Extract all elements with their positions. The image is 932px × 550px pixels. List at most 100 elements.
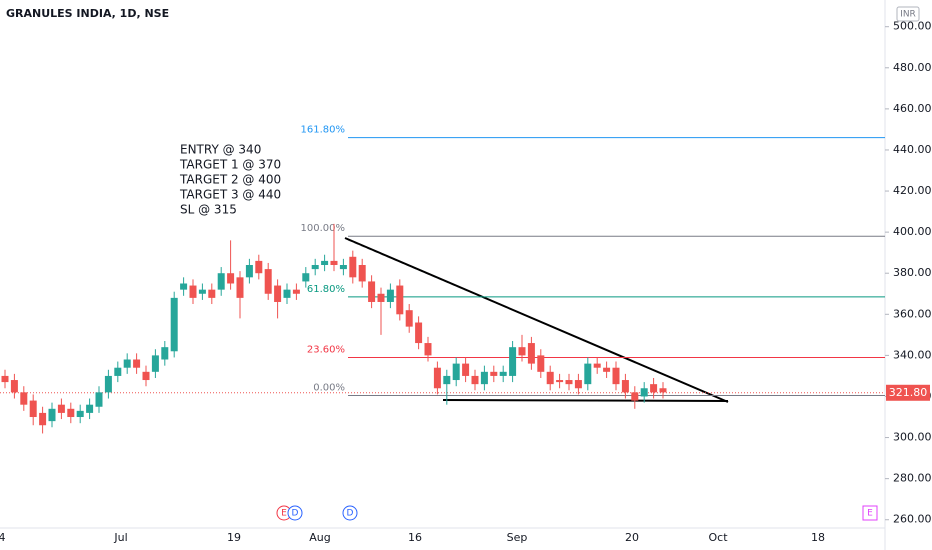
trend-line-lower <box>442 399 729 402</box>
candle-body <box>208 289 216 298</box>
candle-body <box>86 404 94 413</box>
last-price-label: 321.80 <box>889 386 928 399</box>
candle-body <box>546 371 554 385</box>
candle-body <box>471 375 479 385</box>
y-tick-label: 480.00 <box>893 61 932 74</box>
fib-label: 100.00% <box>301 223 346 234</box>
candle-body <box>405 310 413 327</box>
fib-label: 161.80% <box>301 125 346 136</box>
candle-body <box>349 256 357 278</box>
y-tick-label: 280.00 <box>893 472 932 485</box>
x-tick-label: Jul <box>113 531 127 544</box>
candle-body <box>509 347 517 376</box>
candle-body <box>151 355 159 372</box>
candle-body <box>57 404 65 413</box>
note-line: SL @ 315 <box>180 203 237 217</box>
event-icon[interactable] <box>862 505 878 521</box>
candle-body <box>1 375 9 383</box>
y-tick-label: 360.00 <box>893 307 932 320</box>
fib-label: 61.80% <box>307 284 345 295</box>
last-price-badge <box>886 384 930 401</box>
candle-body <box>377 293 385 302</box>
note-line: ENTRY @ 340 <box>180 143 261 157</box>
candle-body <box>659 388 667 393</box>
y-tick-label: 340.00 <box>893 348 932 361</box>
candle-body <box>368 281 376 302</box>
event-icon[interactable] <box>287 505 303 521</box>
candle-body <box>104 375 112 393</box>
x-tick-label: 16 <box>408 531 422 544</box>
candle-body <box>462 363 470 376</box>
candle-body <box>452 363 460 381</box>
candle-body <box>480 371 488 385</box>
note-line: TARGET 3 @ 440 <box>179 188 281 202</box>
candle-body <box>302 273 310 282</box>
note-line: TARGET 1 @ 370 <box>179 158 281 172</box>
event-icon[interactable] <box>342 505 358 521</box>
candle-body <box>612 367 620 385</box>
trend-line-upper <box>344 237 729 403</box>
candle-body <box>490 371 498 376</box>
candle-body <box>10 380 18 393</box>
candle-body <box>255 260 263 274</box>
candle-body <box>264 269 272 294</box>
candle-body <box>584 363 592 385</box>
candle-body <box>518 347 526 356</box>
candle-body <box>142 371 150 381</box>
candle-body <box>339 265 347 270</box>
candle-body <box>631 392 639 401</box>
candle-body <box>180 283 188 290</box>
y-tick-label: 500.00 <box>893 20 932 33</box>
event-label: D <box>292 509 299 519</box>
candle-body <box>114 367 122 376</box>
candle-body <box>227 273 235 284</box>
candle-body <box>527 343 535 364</box>
currency-button[interactable] <box>896 6 920 22</box>
candle-body <box>650 384 658 393</box>
candle-body <box>321 260 329 265</box>
candle-body <box>311 265 319 270</box>
candle-body <box>537 355 545 372</box>
y-tick-label: 380.00 <box>893 266 932 279</box>
candle-body <box>161 347 169 360</box>
candle-body <box>565 380 573 385</box>
candle-body <box>283 289 291 298</box>
candle-body <box>640 388 648 397</box>
candle-body <box>358 265 366 282</box>
candle-body <box>499 371 507 376</box>
candle-body <box>189 285 197 298</box>
candle-body <box>292 289 300 294</box>
candle-body <box>443 375 451 385</box>
candle-body <box>133 359 141 368</box>
candle-body <box>386 289 394 302</box>
x-tick-label: Sep <box>507 531 528 544</box>
candle-body <box>433 367 441 389</box>
event-label: E <box>281 509 287 519</box>
candle-body <box>198 289 206 294</box>
candle-body <box>217 273 225 290</box>
x-tick-label: Oct <box>708 531 728 544</box>
candle-body <box>621 380 629 393</box>
candle-body <box>20 392 28 405</box>
candle-body <box>170 297 178 352</box>
candle-body <box>123 359 131 368</box>
candle-body <box>415 322 423 344</box>
candle-body <box>29 400 37 418</box>
candle-body <box>556 380 564 383</box>
candle-body <box>67 408 75 418</box>
candle-body <box>76 410 84 418</box>
fib-label: 23.60% <box>307 344 345 355</box>
candle-body <box>593 363 601 368</box>
y-tick-label: 460.00 <box>893 102 932 115</box>
candle-body <box>95 392 103 407</box>
candle-body <box>574 380 582 389</box>
y-tick-label: 420.00 <box>893 184 932 197</box>
candle-body <box>603 367 611 372</box>
event-label: D <box>347 509 354 519</box>
candle-body <box>236 277 244 298</box>
candle-body <box>245 265 253 278</box>
candle-body <box>396 285 404 315</box>
y-tick-label: 400.00 <box>893 225 932 238</box>
